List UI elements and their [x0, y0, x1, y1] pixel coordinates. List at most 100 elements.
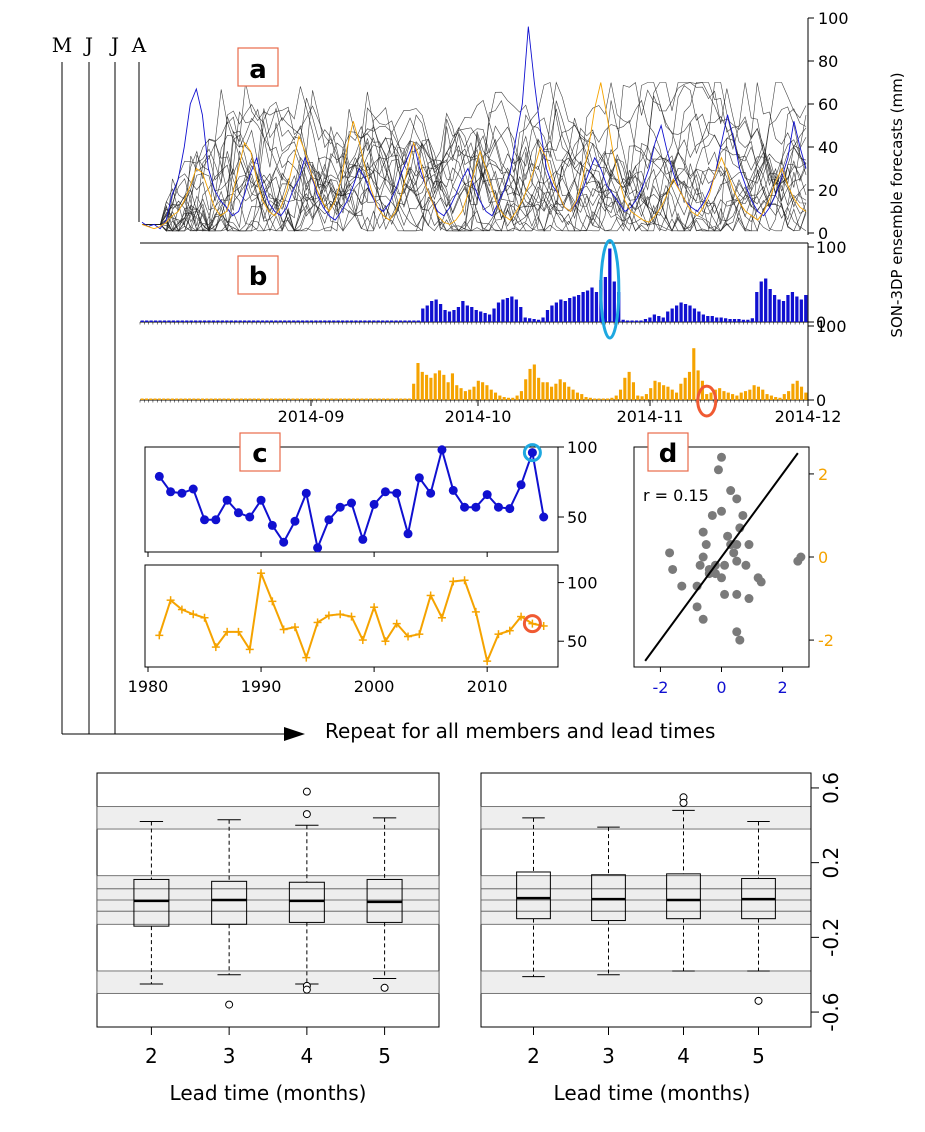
panel-b-upper-bar [243, 320, 247, 322]
panel-b-upper-bar [510, 296, 514, 322]
panel-c-upper-point [290, 516, 300, 526]
panel-b-upper-bar [781, 301, 786, 322]
panel-b-lower-bar [425, 374, 429, 400]
panel-b-lower-bar [588, 397, 592, 400]
panel-b-lower-bar [325, 398, 330, 400]
panel-b-upper-highlight-circle [599, 239, 621, 340]
panel-b-upper-bar [630, 320, 634, 322]
panel-c-upper-point [279, 537, 289, 547]
panel-b-upper-bar [225, 320, 229, 322]
panel-b-lower-bar [726, 392, 730, 400]
panel-b-lower-bar [756, 386, 760, 400]
panel-c-upper-point [324, 515, 334, 525]
panel-b-lower-bar [446, 382, 450, 400]
panel-c-x-tick-label: 2000 [354, 677, 395, 696]
panel-d-point [729, 548, 739, 558]
panel-b-lower-bar [162, 398, 166, 400]
panel-e-left-band [96, 806, 440, 830]
panel-b-lower-bar [761, 389, 765, 400]
panel-c-lower-y-tick-label: 50 [567, 632, 587, 651]
panel-b-upper-bar [389, 320, 394, 322]
panel-b-upper-bar [162, 320, 167, 322]
panel-b-upper-bar [559, 299, 563, 322]
panel-b-lower-bar [748, 389, 752, 400]
panel-c-upper-point [245, 512, 255, 522]
panel-b-upper-bar [318, 320, 322, 322]
panel-b-lower-bar [743, 391, 748, 400]
panel-b-lower-bar [636, 395, 640, 400]
panel-b-lower-bar [562, 382, 567, 400]
panel-b-upper-bar [590, 287, 594, 322]
panel-b-upper-bar [496, 302, 501, 322]
panel-b-upper-bar [737, 319, 741, 322]
panel-b-lower-bar [153, 398, 157, 400]
panel-b-upper-bar [697, 311, 701, 322]
panel-e-left-box [288, 881, 325, 923]
panel-c-upper-point [335, 502, 345, 512]
panel-b-lower-bar [463, 391, 467, 400]
panel-b-upper-bar [768, 289, 772, 322]
panel-b-upper-bar [149, 320, 153, 322]
panel-b-lower-bar [493, 392, 498, 400]
panel-b-upper-bar [732, 319, 737, 322]
panel-e-left-x-tick-label: 3 [223, 1044, 236, 1068]
panel-b-upper-bar [577, 295, 581, 322]
panel-b-upper-bar [394, 320, 398, 322]
panel-b-lower-bar [166, 398, 170, 400]
panel-b-upper-bar [514, 299, 518, 322]
timeline-letter-j1: J [83, 33, 93, 57]
panel-c-upper-point [448, 485, 458, 495]
panel-b-upper-bar [675, 305, 679, 322]
panel-b-lower-bar [571, 389, 575, 400]
panel-b-upper-bar [256, 320, 260, 322]
panel-b-lower-bar [334, 398, 338, 400]
panel-a-ensemble-member-line [142, 82, 807, 232]
panel-b-lower-bar [662, 385, 666, 400]
panel-b-lower-bar [304, 398, 308, 400]
panel-b-lower-bar [705, 394, 709, 400]
panel-b-lower-bar [196, 398, 200, 400]
panel-b-lower-bar [205, 398, 209, 400]
panel-b-lower-bar [437, 370, 442, 400]
panel-b-upper-bar [260, 320, 265, 322]
panel-c-time-series: 50 100 50 100 1980 1990 2000 2010 c [128, 432, 598, 696]
panel-b-upper-bar [719, 317, 723, 322]
panel-b-upper-bar [603, 277, 607, 322]
panel-a-y-tick-label: 0 [818, 224, 828, 243]
panel-b-lower-bar [226, 398, 230, 400]
panel-b-upper-bar [666, 311, 670, 322]
panel-b-lower-bar [360, 398, 364, 400]
panel-b-lower-bar [532, 364, 536, 400]
panel-d-x-tick-label: 2 [777, 678, 787, 697]
panel-d-ticks: -2 0 2 -2 0 2 [652, 465, 834, 697]
panel-b-upper-bar [461, 301, 465, 322]
panel-c-upper-point [460, 502, 470, 512]
panel-c-label: c [252, 439, 267, 469]
panel-d-point [726, 486, 736, 496]
panel-b-lower-bar [575, 392, 579, 400]
panel-b-lower-bar [386, 398, 390, 400]
panel-a-ensemble-member-line [142, 151, 807, 232]
panel-b-upper-bar [265, 320, 269, 322]
panel-d-point [720, 589, 730, 599]
panel-c-upper-point [414, 473, 424, 483]
panel-b-upper-bar [153, 320, 158, 322]
panel-c-upper-point [256, 495, 266, 505]
panel-b-lower-bar [782, 394, 786, 400]
panel-b-upper-bar [523, 317, 527, 322]
panel-b-lower-bar [218, 398, 222, 400]
timeline-letter-a: A [131, 33, 147, 57]
panel-b-lower-bar [429, 377, 433, 400]
panel-b-upper-y-tick-label: 100 [816, 238, 847, 257]
panel-e-right-y-tick-label: 0.2 [819, 847, 843, 879]
panel-a-forecasts: 0 20 40 60 80 100 SON-3DP ensemble forecasts … [141, 9, 906, 338]
panel-e-right-band [480, 970, 812, 994]
panel-b-lower-bar [631, 382, 636, 400]
panel-b-lower-bar [519, 391, 523, 400]
panel-b-lower-bar [455, 385, 459, 400]
panel-b-lower-bar [687, 371, 692, 400]
panel-c-lower-frame [144, 564, 559, 668]
panel-d-point [692, 602, 702, 612]
panel-b-lower-bar [235, 398, 239, 400]
